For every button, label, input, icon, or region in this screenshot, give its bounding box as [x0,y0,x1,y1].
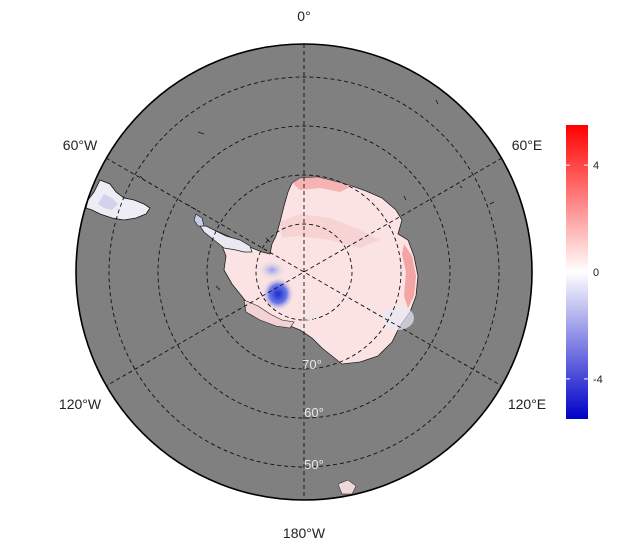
latitude-circle-80 [255,223,353,321]
latitude-circle-50 [108,76,500,468]
disc-border [75,43,533,501]
lat-label-50: 50° [304,457,324,472]
latitude-circle-70 [206,174,402,370]
colorbar [566,125,588,419]
lat-label-80: 80 [305,308,319,323]
lon-label-120e: 120°E [508,396,546,412]
colorbar-ticks: 4 0 -4 [566,160,603,386]
south-shetland-islands [193,213,205,227]
lat-label-60: 60° [304,405,324,420]
lon-label-120w: 120°W [59,396,102,412]
lon-label-60w: 60°W [63,137,98,153]
new-zealand-islands [337,479,357,495]
colorbar-tick-label: -4 [593,374,603,386]
colorbar-tick-label: 4 [593,160,599,172]
meridian-60e-120w [105,157,503,387]
lat-label-70: 70° [302,357,322,372]
lon-label-60e: 60°E [512,137,543,153]
colorbar-tick-label: 0 [593,267,599,279]
latitude-circle-60 [157,125,451,419]
meridian-60w-120e [105,157,503,387]
landmasses [85,99,495,495]
antarctica-landmass [205,176,419,365]
graticule [105,44,503,500]
lon-label-180w: 180°W [283,525,326,541]
lon-label-0: 0° [297,8,310,24]
antarctic-peninsula [199,225,253,253]
